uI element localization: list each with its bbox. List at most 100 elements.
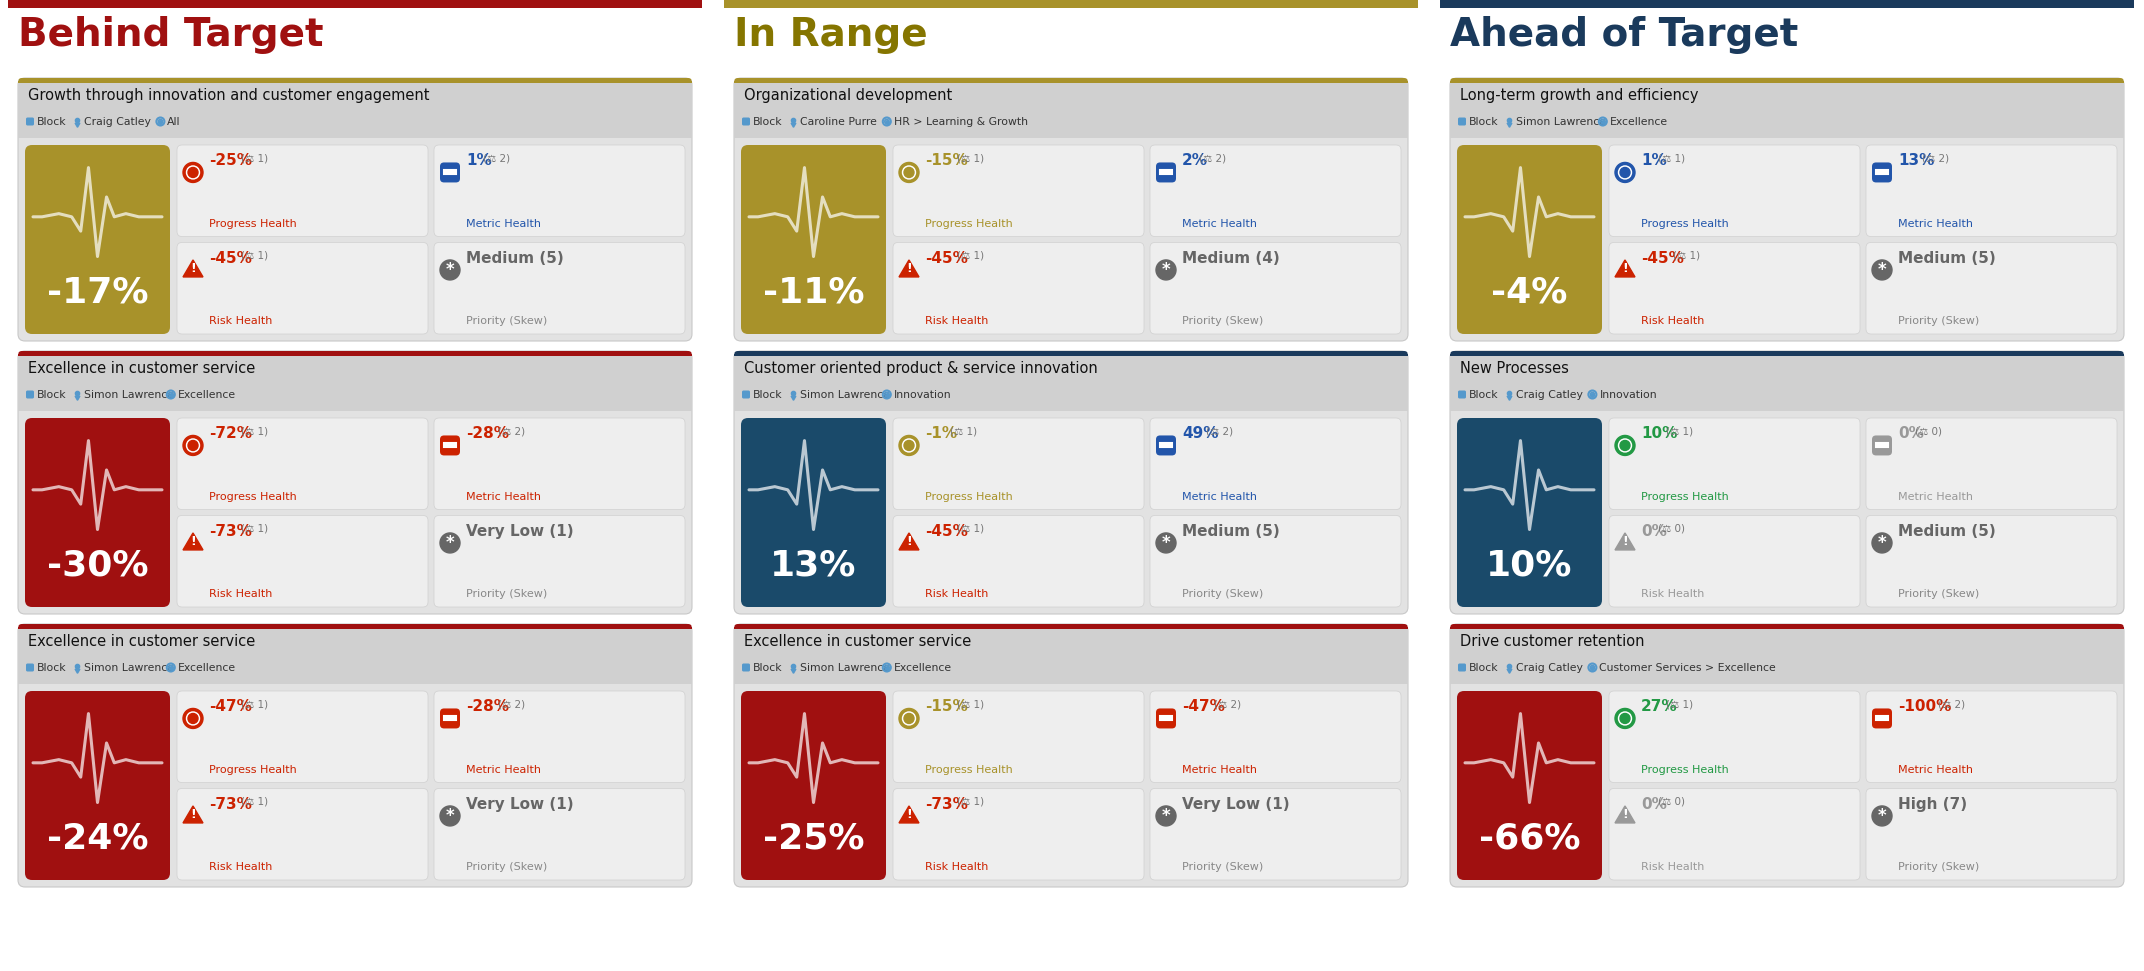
Text: 2%: 2% — [1181, 153, 1207, 168]
Text: Medium (5): Medium (5) — [1897, 251, 1996, 265]
FancyBboxPatch shape — [1149, 145, 1400, 237]
Text: 13%: 13% — [1897, 153, 1934, 168]
Circle shape — [1156, 533, 1177, 552]
Text: -15%: -15% — [924, 699, 967, 714]
Text: (⚖ 1): (⚖ 1) — [240, 153, 268, 163]
Text: (⚖ 2): (⚖ 2) — [1207, 426, 1233, 436]
FancyBboxPatch shape — [178, 418, 429, 510]
Circle shape — [1872, 260, 1891, 280]
FancyBboxPatch shape — [1149, 788, 1400, 880]
Text: -11%: -11% — [763, 276, 864, 310]
Text: (⚖ 2): (⚖ 2) — [482, 153, 510, 163]
Text: !: ! — [1623, 809, 1627, 821]
Text: New Processes: New Processes — [1460, 361, 1569, 376]
Text: (⚖ 1): (⚖ 1) — [950, 426, 978, 436]
Circle shape — [1614, 435, 1636, 455]
Text: 27%: 27% — [1640, 699, 1677, 714]
FancyBboxPatch shape — [742, 390, 750, 398]
Text: (⚖ 0): (⚖ 0) — [1657, 523, 1685, 533]
FancyBboxPatch shape — [433, 145, 684, 237]
FancyBboxPatch shape — [26, 117, 34, 125]
FancyBboxPatch shape — [1156, 162, 1177, 183]
Bar — [9, 0, 701, 8]
FancyBboxPatch shape — [1608, 788, 1861, 880]
Text: *: * — [1162, 261, 1171, 279]
Text: Risk Health: Risk Health — [208, 862, 272, 872]
Text: Progress Health: Progress Health — [1640, 491, 1728, 501]
Text: Block: Block — [36, 662, 66, 673]
FancyBboxPatch shape — [1865, 516, 2116, 607]
Text: (⚖ 1): (⚖ 1) — [956, 523, 984, 533]
Polygon shape — [1614, 533, 1636, 550]
Text: In Range: In Range — [733, 16, 928, 54]
Text: Priority (Skew): Priority (Skew) — [1897, 589, 1979, 599]
Text: Progress Health: Progress Health — [208, 218, 296, 228]
Text: Risk Health: Risk Health — [1640, 862, 1704, 872]
FancyBboxPatch shape — [1608, 243, 1861, 334]
Text: Priority (Skew): Priority (Skew) — [465, 316, 547, 326]
FancyBboxPatch shape — [1149, 516, 1400, 607]
Text: Simon Lawrence: Simon Lawrence — [84, 662, 174, 673]
Text: 0%: 0% — [1640, 796, 1666, 812]
Circle shape — [189, 714, 197, 723]
Text: (⚖ 1): (⚖ 1) — [240, 796, 268, 807]
Text: Ahead of Target: Ahead of Target — [1449, 16, 1799, 54]
Text: (⚖ 1): (⚖ 1) — [240, 523, 268, 533]
Text: (⚖ 2): (⚖ 2) — [1198, 153, 1226, 163]
Circle shape — [898, 162, 920, 183]
Text: Block: Block — [1469, 662, 1499, 673]
Text: (⚖ 1): (⚖ 1) — [956, 251, 984, 260]
Bar — [17, 83, 693, 138]
Bar — [17, 81, 693, 83]
Text: 10%: 10% — [1486, 549, 1574, 583]
Text: Metric Health: Metric Health — [1181, 491, 1256, 501]
Text: *: * — [1878, 534, 1887, 552]
Text: -15%: -15% — [924, 153, 967, 168]
Text: Excellence: Excellence — [178, 389, 236, 399]
Circle shape — [1619, 439, 1632, 452]
FancyBboxPatch shape — [1149, 691, 1400, 783]
Bar — [1441, 0, 2133, 8]
Text: Innovation: Innovation — [894, 389, 952, 399]
Text: Risk Health: Risk Health — [924, 316, 988, 326]
Bar — [1449, 81, 2125, 83]
Text: Simon Lawrence: Simon Lawrence — [84, 389, 174, 399]
Text: -47%: -47% — [1181, 699, 1224, 714]
Text: Risk Health: Risk Health — [924, 589, 988, 599]
FancyBboxPatch shape — [1449, 78, 2125, 83]
Text: Progress Health: Progress Health — [924, 218, 1012, 228]
FancyBboxPatch shape — [1449, 351, 2125, 356]
Text: 0%: 0% — [1640, 523, 1666, 539]
Text: Risk Health: Risk Health — [208, 589, 272, 599]
Text: Customer Services > Excellence: Customer Services > Excellence — [1599, 662, 1775, 673]
FancyBboxPatch shape — [1608, 516, 1861, 607]
Text: (⚖ 2): (⚖ 2) — [1938, 699, 1964, 709]
Text: Craig Catley: Craig Catley — [1516, 389, 1582, 399]
FancyBboxPatch shape — [433, 788, 684, 880]
Circle shape — [903, 166, 915, 179]
Text: Craig Catley: Craig Catley — [1516, 662, 1582, 673]
FancyBboxPatch shape — [1872, 709, 1891, 728]
Text: (⚖ 1): (⚖ 1) — [1666, 426, 1692, 436]
Bar — [1449, 356, 2125, 411]
Text: Priority (Skew): Priority (Skew) — [465, 862, 547, 872]
FancyBboxPatch shape — [742, 418, 885, 607]
Text: -72%: -72% — [208, 426, 253, 441]
Bar — [1449, 626, 2125, 629]
Text: Medium (5): Medium (5) — [465, 251, 564, 265]
Text: Progress Health: Progress Health — [208, 491, 296, 501]
FancyBboxPatch shape — [433, 418, 684, 510]
Text: Excellence: Excellence — [894, 662, 952, 673]
Text: 13%: 13% — [770, 549, 858, 583]
Circle shape — [1621, 167, 1629, 178]
FancyBboxPatch shape — [433, 691, 684, 783]
Text: Progress Health: Progress Health — [208, 764, 296, 775]
FancyBboxPatch shape — [894, 243, 1145, 334]
Text: All: All — [167, 117, 180, 126]
Text: (⚖ 1): (⚖ 1) — [956, 796, 984, 807]
Text: (⚖ 2): (⚖ 2) — [497, 426, 525, 436]
FancyBboxPatch shape — [178, 145, 429, 237]
Text: Priority (Skew): Priority (Skew) — [1181, 589, 1263, 599]
Polygon shape — [182, 806, 204, 823]
Polygon shape — [1614, 260, 1636, 277]
